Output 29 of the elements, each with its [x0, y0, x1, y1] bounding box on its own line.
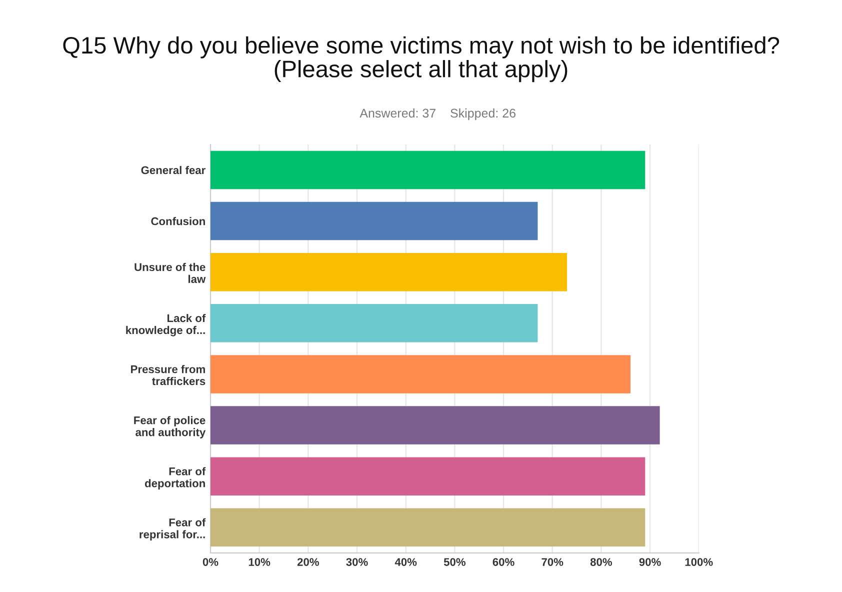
bar: [210, 355, 630, 394]
chart-subtitle: Answered: 37 Skipped: 26: [360, 108, 516, 120]
x-tick-label: 20%: [297, 558, 319, 566]
y-tick-label: Fear of reprisal for...: [140, 518, 206, 541]
x-tick-label: 100%: [685, 558, 713, 566]
bar: [210, 150, 646, 190]
y-tick-label: Lack of knowledge of...: [126, 314, 206, 336]
bar: [210, 457, 646, 496]
y-tick-label: Fear of deportation: [144, 467, 206, 490]
bar: [210, 202, 538, 240]
x-tick-label: 80%: [590, 558, 612, 566]
bar: [210, 406, 660, 444]
y-tick-label: Unsure of the law: [134, 262, 206, 284]
y-tick-label: Pressure from traffickers: [131, 365, 206, 386]
x-tick-label: 40%: [394, 558, 417, 566]
chart-title: Q15 Why do you believe some victims may not wish to be identified? (Please select all that apply): [63, 36, 780, 82]
x-tick-label: 60%: [492, 558, 514, 566]
x-tick-label: 70%: [542, 558, 564, 566]
y-tick-label: Fear of police and authority: [134, 416, 206, 438]
bar: [210, 252, 568, 292]
y-tick-label: Confusion: [151, 217, 205, 226]
x-tick-label: 30%: [346, 558, 368, 566]
bar: [210, 508, 646, 547]
x-tick-label: 10%: [248, 558, 270, 566]
x-tick-label: 0%: [202, 558, 218, 566]
x-tick-label: 50%: [444, 558, 466, 566]
x-tick-label: 90%: [639, 558, 661, 566]
bar: [210, 304, 538, 342]
y-tick-label: General fear: [141, 166, 206, 174]
